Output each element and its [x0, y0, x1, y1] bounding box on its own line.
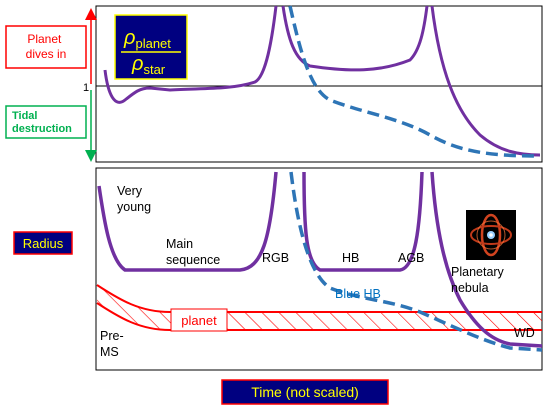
- planetary-nebula-image: [466, 210, 516, 260]
- main-sequence-line1: Main: [166, 237, 193, 251]
- ratio-numerator: ρ: [123, 27, 135, 49]
- radius-label-box: [13, 231, 73, 255]
- wd-label: WD: [514, 326, 535, 340]
- radius-purple-curve-hb: [302, 171, 424, 272]
- svg-text:Planet dives in: Planet dives in: [26, 32, 67, 61]
- pre-ms-line2: MS: [100, 345, 119, 359]
- tidal-destruction-box: [5, 105, 87, 139]
- rgb-label: RGB: [262, 251, 289, 265]
- svg-text:Planetary nebula: Planetary nebula: [451, 265, 507, 295]
- planetary-nebula-line2: nebula: [451, 281, 489, 295]
- planet-dives-line2: dives in: [26, 47, 67, 61]
- top-purple-curve-right: [281, 5, 429, 72]
- svg-text:ρstar: ρstar: [131, 53, 166, 77]
- planetary-nebula-line1: Planetary: [451, 265, 505, 279]
- planet-dives-box: [5, 25, 87, 69]
- planet-band-bottom: [96, 302, 542, 331]
- svg-text:ρplanet: ρplanet: [123, 27, 171, 51]
- pre-ms-line1: Pre-: [100, 329, 124, 343]
- ratio-denominator-sub: star: [143, 62, 165, 77]
- svg-text:Tidal destruction: Tidal destruction: [12, 110, 72, 135]
- top-blue-dashed-curve: [288, 5, 541, 158]
- time-label: Time (not scaled): [251, 384, 359, 400]
- agb-label: AGB: [398, 251, 424, 265]
- top-purple-curve-left: [103, 5, 278, 104]
- svg-text:Very young: Very young: [117, 184, 151, 214]
- density-ratio-box: [114, 14, 188, 80]
- ratio-numerator-sub: planet: [135, 36, 171, 51]
- planet-label-box: [170, 308, 228, 332]
- radius-purple-curve-agb: [430, 171, 543, 348]
- tidal-line2: destruction: [12, 123, 72, 135]
- hb-label: HB: [342, 251, 359, 265]
- very-young-line1: Very: [117, 184, 143, 198]
- one-marker: 1: [83, 82, 89, 94]
- main-sequence-line2: sequence: [166, 253, 220, 267]
- bottom-panel-frame: [95, 167, 543, 371]
- svg-text:Pre- MS: Pre- MS: [100, 329, 127, 359]
- planet-label: planet: [181, 313, 217, 328]
- radius-purple-curve-left: [97, 171, 278, 272]
- very-young-line2: young: [117, 200, 151, 214]
- radius-blue-dashed-curve: [289, 171, 543, 352]
- planet-band-top: [96, 284, 542, 313]
- tidal-line1: Tidal: [12, 110, 37, 122]
- top-panel-frame: [95, 5, 543, 163]
- time-label-box: [221, 379, 389, 405]
- svg-text:Main sequence: Main sequence: [166, 237, 220, 267]
- radius-label: Radius: [23, 236, 64, 251]
- ratio-denominator: ρ: [131, 53, 143, 75]
- blue-hb-label: Blue HB: [335, 287, 381, 301]
- planet-dives-line1: Planet: [27, 32, 62, 46]
- top-purple-curve-tail: [430, 5, 541, 157]
